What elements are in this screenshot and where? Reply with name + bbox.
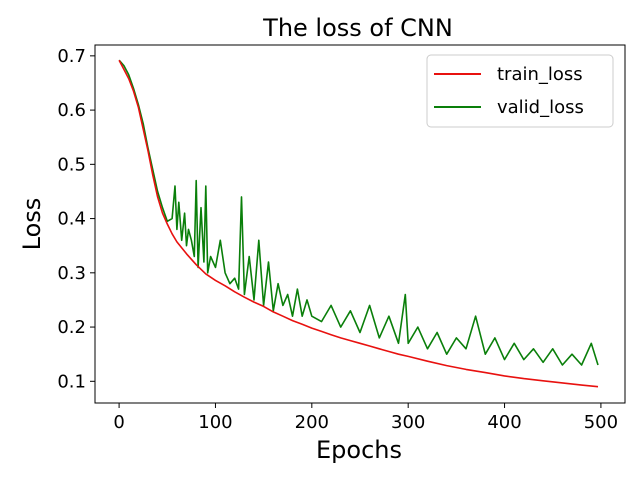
chart-title: The loss of CNN (262, 14, 453, 42)
train-loss-line (118, 59, 599, 388)
y-axis-label: Loss (18, 198, 46, 251)
valid-loss-line (118, 59, 599, 366)
y-tick-label: 0.5 (57, 154, 86, 175)
y-tick-label: 0.4 (57, 209, 86, 230)
x-tick-label: 500 (584, 412, 618, 433)
legend-label-valid-loss: valid_loss (497, 97, 584, 118)
series-layer (118, 59, 599, 388)
y-axis-ticks: 0.1 0.2 0.3 0.4 0.5 0.6 0.7 (57, 46, 95, 392)
plot-frame (94, 44, 626, 404)
y-tick-label: 0.6 (57, 100, 86, 121)
x-tick-label: 0 (113, 412, 124, 433)
y-tick-label: 0.7 (57, 46, 86, 67)
legend-label-train-loss: train_loss (497, 64, 583, 85)
x-tick-label: 200 (295, 412, 329, 433)
x-tick-label: 100 (198, 412, 232, 433)
legend: train_loss valid_loss (426, 54, 614, 128)
y-tick-label: 0.3 (57, 263, 86, 284)
y-tick-label: 0.2 (57, 317, 86, 338)
x-tick-label: 300 (391, 412, 425, 433)
x-axis-ticks: 0 100 200 300 400 500 (113, 403, 618, 433)
y-tick-label: 0.1 (57, 371, 86, 392)
x-axis-label: Epochs (316, 436, 402, 464)
x-tick-label: 400 (487, 412, 521, 433)
